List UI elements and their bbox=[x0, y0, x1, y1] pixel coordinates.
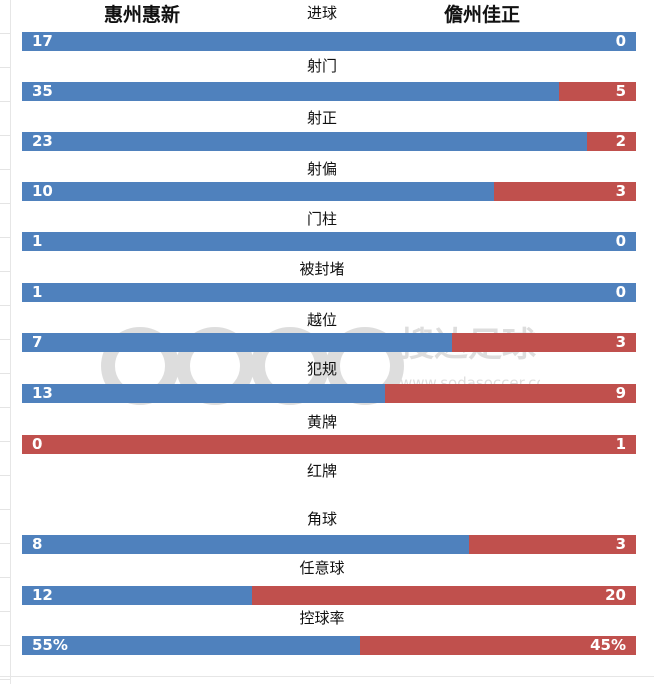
home-bar-segment bbox=[22, 586, 252, 605]
away-value-label: 3 bbox=[615, 535, 626, 553]
home-bar-segment bbox=[22, 182, 494, 201]
home-bar-segment bbox=[22, 283, 636, 302]
stat-bar: 17 0 bbox=[22, 32, 636, 51]
home-value-label: 23 bbox=[32, 132, 53, 150]
away-value-label: 0 bbox=[615, 32, 626, 50]
home-bar-segment bbox=[22, 333, 452, 352]
home-bar-segment bbox=[22, 384, 385, 403]
home-value-label: 1 bbox=[32, 283, 43, 301]
stat-label: 犯规 bbox=[306, 360, 337, 378]
away-value-label: 3 bbox=[615, 333, 626, 351]
away-bar-segment bbox=[452, 333, 636, 352]
stat-label: 被封堵 bbox=[299, 260, 345, 278]
stat-label: 射门 bbox=[306, 57, 337, 75]
home-value-label: 8 bbox=[32, 535, 43, 553]
away-bar-segment bbox=[494, 182, 636, 201]
stat-label: 红牌 bbox=[306, 462, 337, 480]
away-bar-segment bbox=[587, 132, 636, 151]
away-bar-segment bbox=[559, 82, 636, 101]
away-value-label: 1 bbox=[615, 435, 626, 453]
away-bar-segment bbox=[252, 586, 636, 605]
home-bar-segment bbox=[22, 535, 469, 554]
away-team-name: 儋州佳正 bbox=[444, 4, 521, 26]
stat-label: 黄牌 bbox=[306, 413, 337, 431]
stat-label: 控球率 bbox=[299, 609, 345, 627]
home-bar-segment bbox=[22, 32, 636, 51]
home-bar-segment bbox=[22, 636, 360, 655]
sheet-gridline-bottom bbox=[0, 676, 654, 677]
home-value-label: 10 bbox=[32, 182, 53, 200]
home-bar-segment bbox=[22, 82, 559, 101]
away-value-label: 0 bbox=[615, 283, 626, 301]
away-bar-segment bbox=[385, 384, 636, 403]
away-value-label: 3 bbox=[615, 182, 626, 200]
sheet-gridlines bbox=[0, 0, 11, 684]
away-value-label: 45% bbox=[590, 636, 626, 654]
stat-bar: 35 5 bbox=[22, 82, 636, 101]
stat-label: 射偏 bbox=[306, 160, 337, 178]
away-value-label: 20 bbox=[605, 586, 626, 604]
home-value-label: 7 bbox=[32, 333, 43, 351]
stat-bar: 10 3 bbox=[22, 182, 636, 201]
home-bar-segment bbox=[22, 232, 636, 251]
away-value-label: 2 bbox=[615, 132, 626, 150]
home-value-label: 12 bbox=[32, 586, 53, 604]
home-value-label: 1 bbox=[32, 232, 43, 250]
home-bar-segment bbox=[22, 132, 587, 151]
home-team-name: 惠州惠新 bbox=[104, 4, 181, 26]
stat-bar: 12 20 bbox=[22, 586, 636, 605]
stat-bar: 13 9 bbox=[22, 384, 636, 403]
home-value-label: 17 bbox=[32, 32, 53, 50]
away-value-label: 9 bbox=[615, 384, 626, 402]
away-value-label: 0 bbox=[615, 232, 626, 250]
stat-label: 越位 bbox=[306, 311, 337, 329]
away-bar-segment bbox=[469, 535, 636, 554]
home-value-label: 13 bbox=[32, 384, 53, 402]
stat-label: 门柱 bbox=[306, 210, 337, 228]
stat-label: 任意球 bbox=[299, 559, 345, 577]
stat-bar: 55% 45% bbox=[22, 636, 636, 655]
stat-label: 射正 bbox=[306, 109, 337, 127]
away-value-label: 5 bbox=[615, 82, 626, 100]
away-bar-segment bbox=[360, 636, 636, 655]
away-bar-segment bbox=[22, 435, 636, 454]
home-value-label: 35 bbox=[32, 82, 53, 100]
stat-label: 角球 bbox=[306, 510, 337, 528]
stat-bar: 23 2 bbox=[22, 132, 636, 151]
home-value-label: 0 bbox=[32, 435, 43, 453]
home-value-label: 55% bbox=[32, 636, 68, 654]
stat-label: 进球 bbox=[306, 4, 337, 22]
